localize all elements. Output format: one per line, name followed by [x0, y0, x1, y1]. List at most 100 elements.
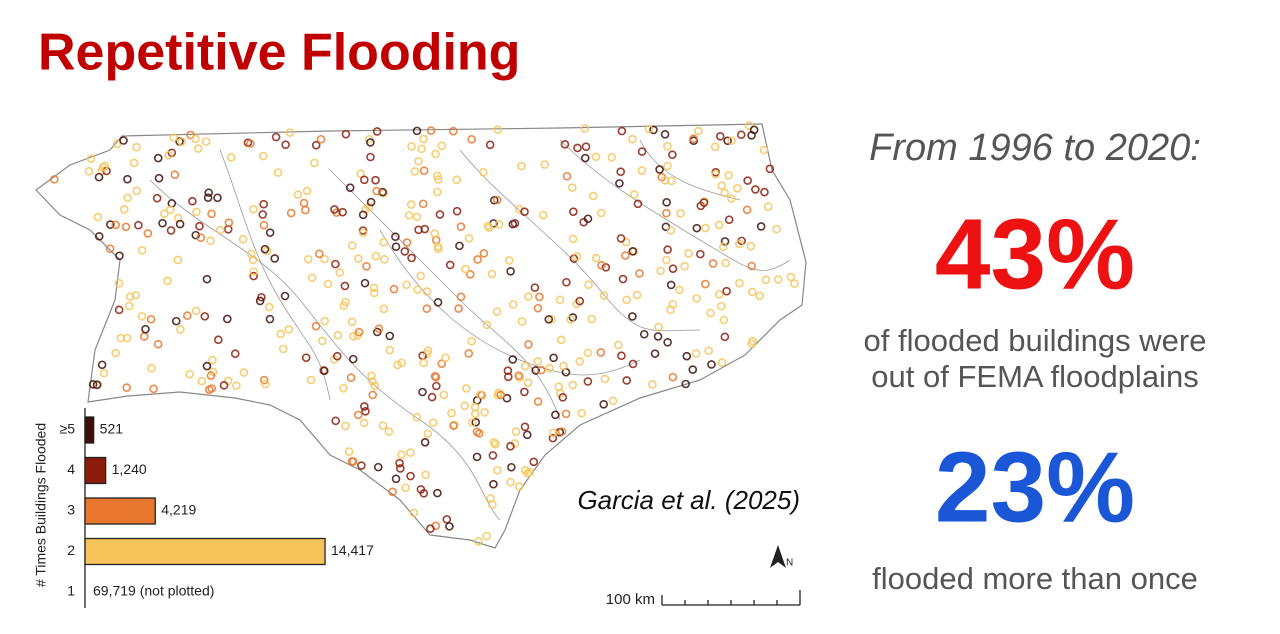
flood-dot: [431, 149, 440, 159]
flood-dot: [467, 336, 476, 346]
flood-dot: [183, 311, 192, 320]
flood-dot: [213, 193, 222, 203]
flood-dot: [599, 291, 609, 300]
value-label: 14,417: [331, 542, 374, 558]
flood-dot: [580, 153, 590, 163]
flood-dot: [628, 312, 637, 321]
bar: [84, 416, 95, 444]
flood-dot: [213, 335, 223, 345]
flood-dot: [331, 259, 340, 269]
flood-dot: [202, 361, 212, 371]
flood-dot: [644, 124, 654, 134]
flood-dot: [230, 349, 240, 358]
flood-dot: [412, 412, 422, 422]
flood-dot: [506, 477, 515, 487]
flood-dot: [710, 142, 720, 152]
flood-dot: [379, 237, 389, 247]
flood-dot: [49, 175, 59, 184]
flood-dot: [147, 363, 156, 373]
flood-dot: [465, 270, 475, 279]
flood-dot: [160, 209, 169, 219]
flood-dot: [668, 264, 678, 273]
flood-dot: [261, 379, 270, 389]
flood-dot: [452, 175, 462, 184]
flood-dot: [281, 140, 290, 149]
flood-dot: [591, 152, 601, 162]
flood-dot: [617, 126, 627, 136]
flood-dot: [716, 301, 726, 311]
flood-dot: [707, 360, 716, 369]
flood-dot: [575, 296, 585, 306]
flood-dot: [347, 317, 357, 327]
flood-dot: [492, 195, 502, 205]
flood-dot: [621, 251, 630, 260]
flood-dot: [588, 191, 598, 201]
flood-dot: [344, 447, 354, 456]
flood-dot: [536, 365, 546, 375]
flood-dot: [663, 337, 672, 347]
flood-dot: [675, 285, 684, 295]
flood-dot: [454, 304, 463, 313]
flood-dot: [628, 359, 638, 369]
flood-dot: [632, 290, 642, 300]
flood-dot: [506, 442, 515, 451]
flood-dot: [480, 408, 489, 417]
flood-dot: [790, 279, 799, 288]
flood-dot: [339, 301, 349, 310]
flood-dot: [482, 320, 492, 330]
flood-dot: [378, 187, 387, 197]
flood-dot: [105, 244, 115, 253]
flood-dot: [760, 187, 769, 197]
flood-dot: [747, 287, 757, 297]
flood-dot: [360, 278, 370, 288]
flood-dot: [456, 222, 466, 231]
flood-dot: [551, 410, 560, 420]
flood-dot: [489, 479, 498, 489]
flood-dot: [206, 236, 215, 245]
flood-dot: [583, 377, 593, 386]
flood-dot: [257, 292, 266, 302]
flood-dot: [404, 211, 414, 220]
value-label: 1,240: [112, 461, 147, 477]
flood-dot: [761, 275, 771, 285]
flood-dot: [348, 241, 357, 250]
flood-dot: [427, 392, 437, 402]
flood-dot: [688, 365, 698, 374]
flood-dot: [653, 332, 663, 341]
flood-dot: [197, 376, 207, 386]
flood-dot: [573, 143, 582, 153]
flood-dot: [629, 190, 639, 199]
flood-dot: [460, 401, 470, 411]
flood-dot: [548, 428, 558, 438]
flood-dot: [727, 194, 736, 203]
flood-dot: [280, 291, 290, 301]
flood-dot: [691, 349, 701, 358]
flood-dot: [773, 275, 783, 284]
flood-dot: [433, 297, 443, 307]
flood-dot: [301, 353, 311, 362]
flood-dot: [681, 379, 690, 389]
flood-dot: [94, 172, 104, 182]
flood-dot: [246, 139, 255, 148]
value-label: 521: [100, 421, 124, 437]
flood-dot: [580, 124, 590, 133]
flood-dot: [185, 369, 194, 379]
flood-dot: [529, 457, 539, 467]
category-label: 3: [67, 502, 75, 518]
flood-dot: [419, 166, 429, 175]
flood-dot: [371, 175, 380, 185]
flood-dot: [195, 221, 204, 231]
flood-dot: [508, 300, 518, 309]
flood-dot: [650, 349, 660, 358]
flood-dot: [577, 408, 586, 418]
flood-dot: [558, 393, 568, 402]
flood-dot: [389, 284, 399, 294]
flood-dot: [330, 205, 339, 214]
flood-dot: [400, 247, 410, 256]
flood-dot: [259, 375, 269, 385]
flood-dot: [506, 267, 515, 276]
flood-dot: [406, 200, 416, 209]
flood-dot: [141, 324, 150, 334]
flood-dot: [662, 208, 671, 218]
category-label: 2: [67, 542, 75, 558]
